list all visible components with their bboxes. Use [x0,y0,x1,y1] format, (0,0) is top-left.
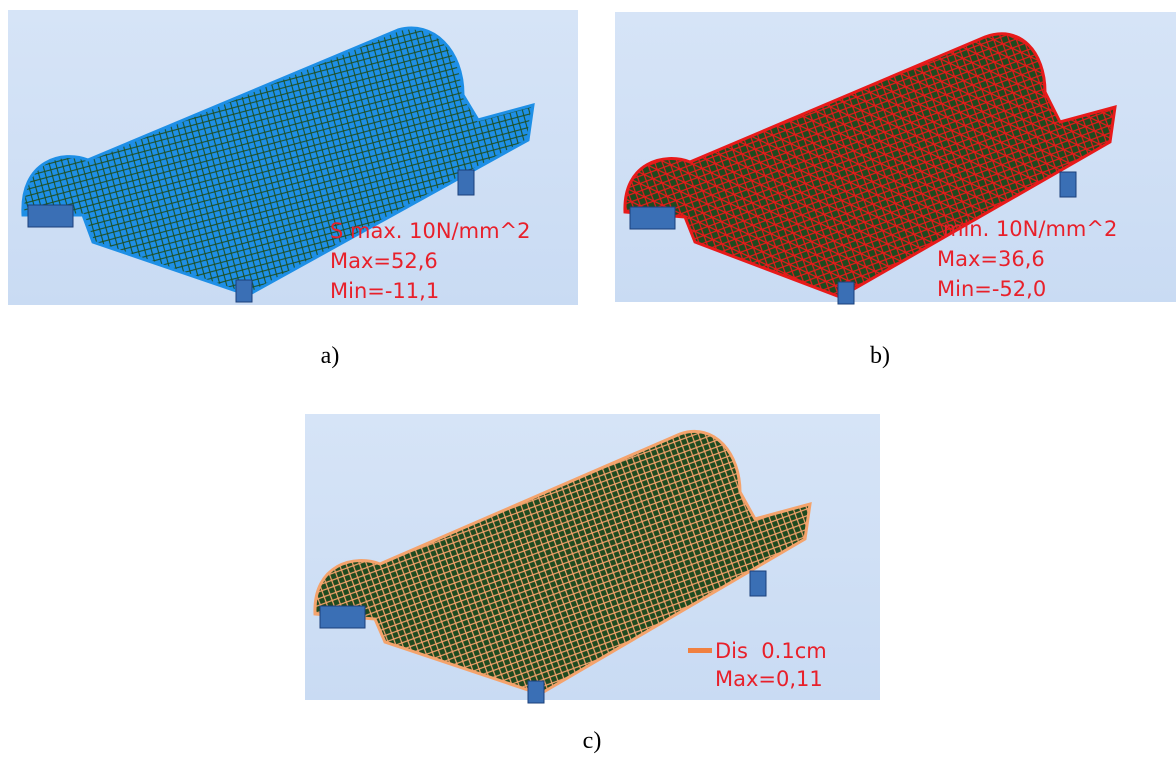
legend-line: Dis 0.1cm [715,639,827,663]
figure: S max. 10N/mm^2 Max=52,6 Min=-11,1 min. … [0,0,1176,774]
panel-a: S max. 10N/mm^2 Max=52,6 Min=-11,1 [8,10,578,305]
caption: c) [583,728,602,754]
panel-b: min. 10N/mm^2 Max=36,6 Min=-52,0 [615,12,1176,304]
caption: a) [321,343,340,369]
caption: b) [870,343,890,369]
legend-line: min. 10N/mm^2 [943,217,1117,241]
legend-line: Min=-52,0 [937,277,1046,301]
legend-line: Max=0,11 [715,667,823,691]
legend-line: Max=36,6 [937,247,1045,271]
panel-c: Dis 0.1cm Max=0,11 [305,414,880,703]
legend-line: Min=-11,1 [330,279,439,303]
legend-line: Max=52,6 [330,249,438,273]
legend-line: S max. 10N/mm^2 [330,219,530,243]
legend-swatch [688,648,712,653]
